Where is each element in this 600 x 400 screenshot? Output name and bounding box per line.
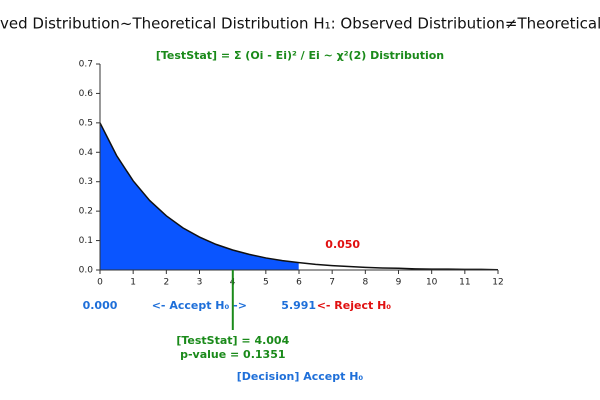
y-tick-label: 0.5 — [79, 118, 93, 128]
x-tick-label: 10 — [426, 278, 438, 288]
critical-label: 5.991 — [281, 299, 316, 312]
x-tick-label: 0 — [97, 278, 103, 288]
chart-subtitle: [TestStat] = Σ (Oi - Ei)² / Ei ~ χ²(2) D… — [156, 49, 444, 62]
x-tick-label: 3 — [197, 278, 203, 288]
y-tick-label: 0.7 — [79, 60, 93, 70]
x-tick-label: 7 — [329, 278, 335, 288]
alpha-label: 0.050 — [325, 238, 360, 251]
chart-title: ved Distribution~Theoretical Distributio… — [0, 15, 600, 33]
x-tick-label: 6 — [296, 278, 302, 288]
lower-bound-label: 0.000 — [83, 299, 118, 312]
reject-label: <- Reject H₀ — [317, 299, 392, 312]
x-tick-label: 11 — [459, 278, 470, 288]
x-tick-label: 2 — [163, 278, 169, 288]
x-tick-label: 8 — [362, 278, 368, 288]
x-tick-label: 1 — [130, 278, 136, 288]
test-stat-label: [TestStat] = 4.004 — [176, 334, 289, 347]
y-tick-label: 0.6 — [79, 89, 94, 99]
y-tick-label: 0.3 — [79, 177, 93, 187]
x-tick-label: 12 — [492, 278, 503, 288]
y-tick-label: 0.2 — [79, 207, 93, 217]
p-value-label: p-value = 0.1351 — [180, 348, 285, 361]
acceptance-area — [100, 122, 299, 270]
y-tick-label: 0.1 — [79, 236, 93, 246]
accept-label: <- Accept H₀ -> — [152, 299, 247, 312]
y-tick-label: 0.4 — [79, 148, 94, 158]
decision-label: [Decision] Accept H₀ — [237, 370, 364, 383]
y-tick-label: 0.0 — [79, 266, 94, 276]
density-curve — [99, 122, 499, 271]
x-tick-label: 5 — [263, 278, 269, 288]
x-tick-label: 9 — [396, 278, 402, 288]
